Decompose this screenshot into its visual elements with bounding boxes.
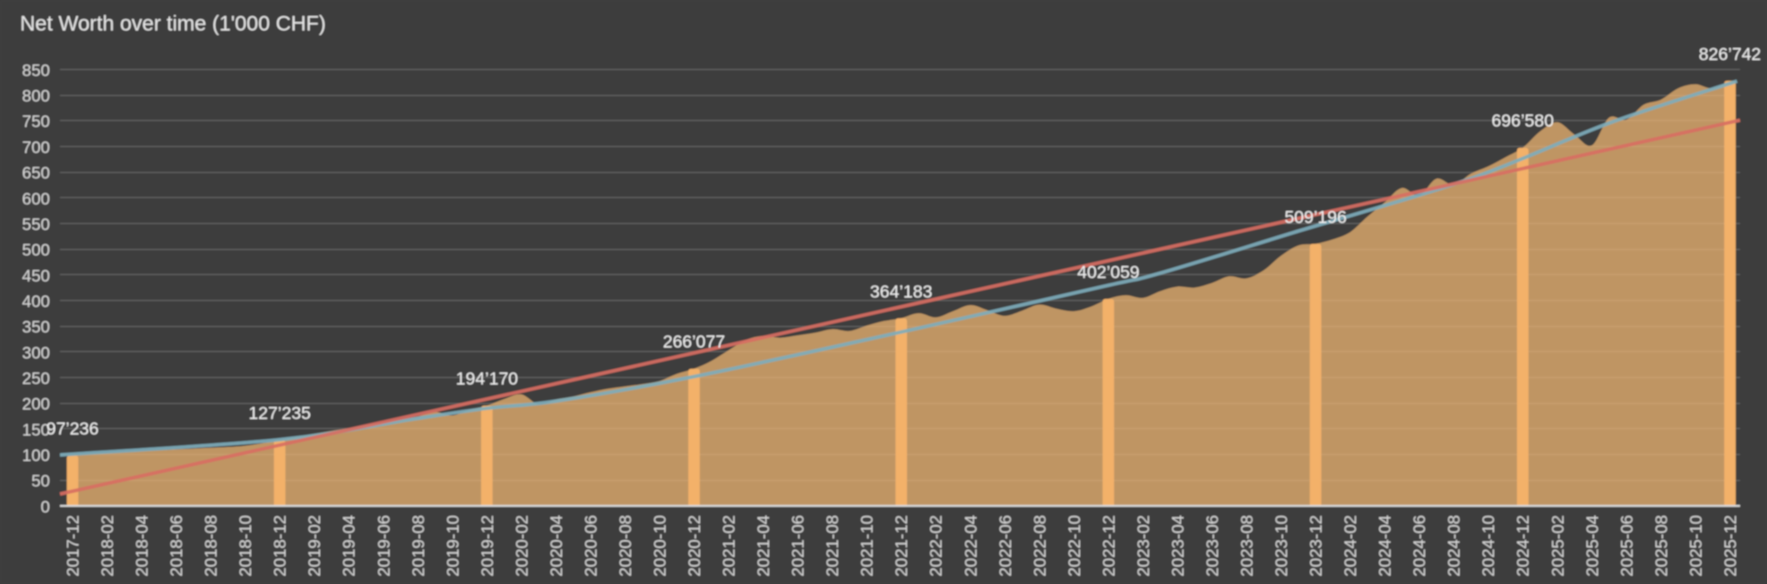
svg-text:500: 500 [22, 241, 50, 260]
svg-text:250: 250 [22, 369, 50, 388]
svg-text:97’236: 97’236 [46, 418, 99, 438]
svg-text:2019-06: 2019-06 [374, 515, 393, 577]
svg-text:2023-10: 2023-10 [1272, 515, 1291, 577]
svg-text:350: 350 [22, 318, 50, 337]
svg-text:2018-04: 2018-04 [133, 515, 152, 577]
svg-text:2019-02: 2019-02 [305, 515, 324, 577]
svg-text:2024-06: 2024-06 [1410, 515, 1429, 577]
svg-text:2025-04: 2025-04 [1583, 515, 1602, 577]
svg-text:450: 450 [22, 266, 50, 285]
svg-text:266’077: 266’077 [663, 332, 725, 352]
svg-text:150: 150 [22, 420, 50, 439]
svg-text:2019-10: 2019-10 [443, 515, 462, 577]
svg-text:2018-10: 2018-10 [236, 515, 255, 577]
svg-text:600: 600 [22, 189, 50, 208]
svg-text:2017-12: 2017-12 [64, 515, 83, 577]
svg-text:750: 750 [22, 112, 50, 131]
svg-text:2021-06: 2021-06 [789, 515, 808, 577]
svg-text:200: 200 [22, 395, 50, 414]
svg-text:2020-10: 2020-10 [651, 515, 670, 577]
svg-text:0: 0 [41, 497, 50, 516]
svg-text:2025-12: 2025-12 [1721, 515, 1740, 577]
svg-text:700: 700 [22, 138, 50, 157]
svg-text:2018-12: 2018-12 [271, 515, 290, 577]
svg-text:2019-08: 2019-08 [409, 515, 428, 577]
svg-text:696’580: 696’580 [1492, 111, 1555, 131]
svg-text:2024-08: 2024-08 [1445, 515, 1464, 577]
svg-text:2022-02: 2022-02 [927, 515, 946, 577]
svg-text:2023-06: 2023-06 [1203, 515, 1222, 577]
svg-text:2022-10: 2022-10 [1065, 515, 1084, 577]
svg-text:2024-12: 2024-12 [1514, 515, 1533, 577]
svg-text:2022-06: 2022-06 [996, 515, 1015, 577]
svg-text:2024-02: 2024-02 [1341, 515, 1360, 577]
svg-text:2025-06: 2025-06 [1617, 515, 1636, 577]
svg-text:850: 850 [22, 61, 50, 80]
svg-text:2018-06: 2018-06 [167, 515, 186, 577]
svg-text:2018-08: 2018-08 [202, 515, 221, 577]
svg-text:127’235: 127’235 [249, 403, 311, 423]
svg-text:2021-12: 2021-12 [892, 515, 911, 577]
svg-text:2023-04: 2023-04 [1168, 515, 1187, 577]
svg-text:2020-12: 2020-12 [685, 515, 704, 577]
svg-text:2023-02: 2023-02 [1134, 515, 1153, 577]
svg-text:2022-12: 2022-12 [1099, 515, 1118, 577]
svg-text:509’196: 509’196 [1284, 207, 1346, 227]
svg-text:826’742: 826’742 [1699, 44, 1761, 64]
svg-text:2025-10: 2025-10 [1686, 515, 1705, 577]
svg-text:194’170: 194’170 [456, 369, 519, 389]
svg-text:2021-10: 2021-10 [858, 515, 877, 577]
svg-text:2024-04: 2024-04 [1376, 515, 1395, 577]
svg-text:402’059: 402’059 [1077, 262, 1139, 282]
svg-text:2021-02: 2021-02 [720, 515, 739, 577]
svg-text:2021-04: 2021-04 [754, 515, 773, 577]
svg-text:2025-02: 2025-02 [1548, 515, 1567, 577]
svg-text:800: 800 [22, 87, 50, 106]
svg-text:400: 400 [22, 292, 50, 311]
svg-text:2020-06: 2020-06 [581, 515, 600, 577]
svg-text:550: 550 [22, 215, 50, 234]
svg-text:2018-02: 2018-02 [98, 515, 117, 577]
svg-text:2021-08: 2021-08 [823, 515, 842, 577]
svg-text:2020-02: 2020-02 [512, 515, 531, 577]
svg-text:2023-08: 2023-08 [1238, 515, 1257, 577]
svg-text:300: 300 [22, 343, 50, 362]
svg-text:Net Worth over time (1'000 CHF: Net Worth over time (1'000 CHF) [20, 13, 326, 36]
svg-text:100: 100 [22, 446, 50, 465]
svg-text:364’183: 364’183 [870, 281, 932, 301]
svg-text:2023-12: 2023-12 [1307, 515, 1326, 577]
svg-text:2019-04: 2019-04 [340, 515, 359, 577]
svg-text:50: 50 [31, 472, 50, 491]
svg-text:2020-08: 2020-08 [616, 515, 635, 577]
svg-text:2022-08: 2022-08 [1030, 515, 1049, 577]
svg-text:2024-10: 2024-10 [1479, 515, 1498, 577]
svg-text:650: 650 [22, 164, 50, 183]
svg-text:2025-08: 2025-08 [1652, 515, 1671, 577]
svg-text:2020-04: 2020-04 [547, 515, 566, 577]
svg-text:2019-12: 2019-12 [478, 515, 497, 577]
svg-text:2022-04: 2022-04 [961, 515, 980, 577]
